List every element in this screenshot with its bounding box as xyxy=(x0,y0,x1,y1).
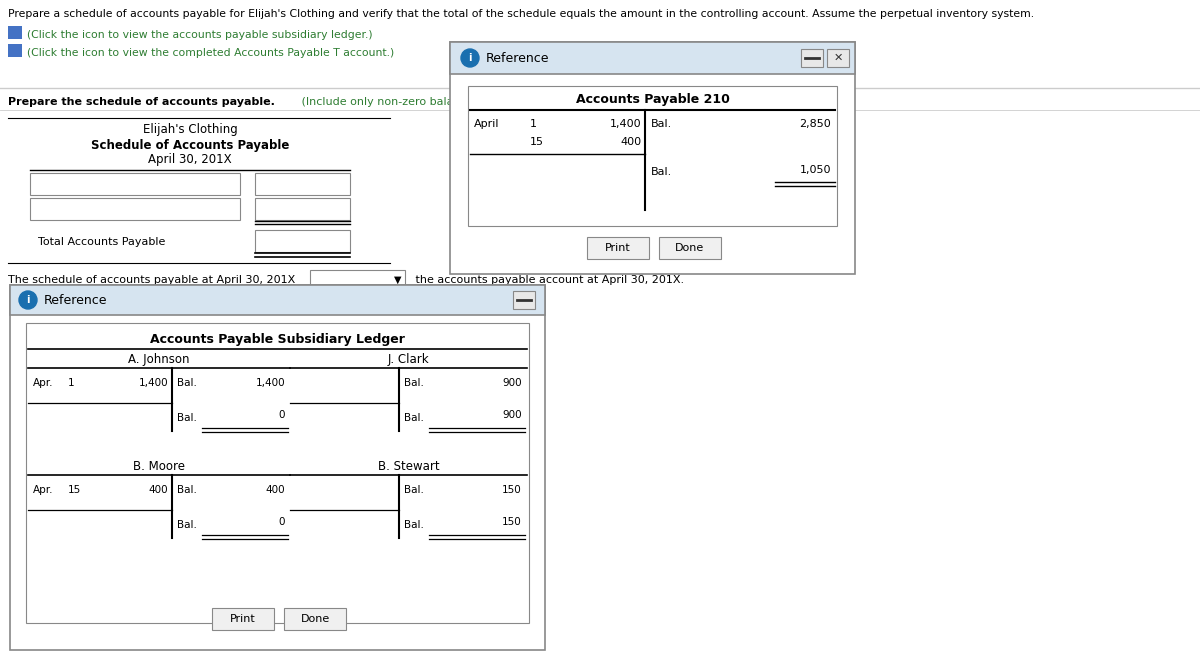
Text: Elijah's Clothing: Elijah's Clothing xyxy=(143,124,238,137)
Bar xyxy=(26,323,529,623)
Text: 400: 400 xyxy=(149,485,168,495)
Text: 0: 0 xyxy=(278,517,286,527)
Circle shape xyxy=(19,291,37,309)
Bar xyxy=(450,42,854,74)
Text: April 30, 201X: April 30, 201X xyxy=(148,154,232,166)
Text: Bal.: Bal. xyxy=(404,378,424,388)
Circle shape xyxy=(461,49,479,67)
Text: Done: Done xyxy=(676,243,704,253)
Text: Bal.: Bal. xyxy=(652,167,672,177)
Text: J. Clark: J. Clark xyxy=(388,353,430,365)
Text: Accounts Payable 210: Accounts Payable 210 xyxy=(576,93,730,106)
Text: Bal.: Bal. xyxy=(178,520,197,530)
Bar xyxy=(514,291,535,309)
Text: Reference: Reference xyxy=(486,51,550,64)
Bar xyxy=(468,86,838,226)
Text: 400: 400 xyxy=(265,485,286,495)
Bar xyxy=(284,608,346,630)
Bar xyxy=(0,0,1200,88)
Text: 1,400: 1,400 xyxy=(610,119,641,129)
Text: 400: 400 xyxy=(620,137,641,147)
Text: The schedule of accounts payable at April 30, 201X: The schedule of accounts payable at Apri… xyxy=(8,275,295,285)
Bar xyxy=(450,42,854,274)
Text: 1,050: 1,050 xyxy=(799,165,830,175)
Bar xyxy=(0,110,1200,657)
Bar xyxy=(256,198,350,220)
Text: ✕: ✕ xyxy=(833,53,842,63)
Text: Done: Done xyxy=(300,614,330,624)
Bar xyxy=(10,285,545,650)
Text: Prepare the schedule of accounts payable.: Prepare the schedule of accounts payable… xyxy=(8,97,275,107)
Text: (Click the icon to view the completed Accounts Payable T account.): (Click the icon to view the completed Ac… xyxy=(28,48,395,58)
Text: 900: 900 xyxy=(503,410,522,420)
Text: Print: Print xyxy=(605,243,631,253)
Bar xyxy=(30,173,240,195)
Text: Reference: Reference xyxy=(44,294,108,307)
Text: Bal.: Bal. xyxy=(178,413,197,423)
Text: B. Stewart: B. Stewart xyxy=(378,459,439,472)
Text: 2,850: 2,850 xyxy=(799,119,830,129)
Text: 1,400: 1,400 xyxy=(256,378,286,388)
Text: Print: Print xyxy=(230,614,256,624)
Text: 0: 0 xyxy=(278,410,286,420)
Text: Bal.: Bal. xyxy=(178,485,197,495)
Text: Bal.: Bal. xyxy=(404,520,424,530)
Text: 1: 1 xyxy=(530,119,538,129)
Bar xyxy=(802,49,823,67)
Text: 15: 15 xyxy=(530,137,544,147)
Text: 150: 150 xyxy=(503,485,522,495)
Text: Bal.: Bal. xyxy=(652,119,672,129)
Text: Apr.: Apr. xyxy=(34,485,54,495)
Bar xyxy=(212,608,274,630)
Text: 1,400: 1,400 xyxy=(138,378,168,388)
Bar xyxy=(8,26,22,39)
Text: A. Johnson: A. Johnson xyxy=(128,353,190,365)
Bar xyxy=(827,49,850,67)
Text: Bal.: Bal. xyxy=(178,378,197,388)
Text: i: i xyxy=(468,53,472,63)
Text: 150: 150 xyxy=(503,517,522,527)
Text: 1: 1 xyxy=(68,378,74,388)
Text: B. Moore: B. Moore xyxy=(133,459,185,472)
Text: 15: 15 xyxy=(68,485,82,495)
Bar xyxy=(10,285,545,315)
Text: the accounts payable account at April 30, 201X.: the accounts payable account at April 30… xyxy=(412,275,684,285)
Bar xyxy=(8,44,22,57)
Text: (Include only non-zero balances in the schedule.): (Include only non-zero balances in the s… xyxy=(298,97,577,107)
Text: 900: 900 xyxy=(503,378,522,388)
Bar xyxy=(0,88,1200,110)
Bar xyxy=(587,237,649,259)
Text: (Click the icon to view the accounts payable subsidiary ledger.): (Click the icon to view the accounts pay… xyxy=(28,30,373,40)
Text: Total Accounts Payable: Total Accounts Payable xyxy=(38,237,166,247)
Bar xyxy=(659,237,721,259)
Text: ▼: ▼ xyxy=(395,275,402,285)
Text: Prepare a schedule of accounts payable for Elijah's Clothing and verify that the: Prepare a schedule of accounts payable f… xyxy=(8,9,1034,19)
Bar xyxy=(256,173,350,195)
Bar xyxy=(256,230,350,252)
Text: Schedule of Accounts Payable: Schedule of Accounts Payable xyxy=(91,139,289,152)
Text: Bal.: Bal. xyxy=(404,413,424,423)
Bar xyxy=(30,198,240,220)
Bar xyxy=(310,270,406,290)
Text: Apr.: Apr. xyxy=(34,378,54,388)
Text: Accounts Payable Subsidiary Ledger: Accounts Payable Subsidiary Ledger xyxy=(150,332,404,346)
Text: Bal.: Bal. xyxy=(404,485,424,495)
Text: i: i xyxy=(26,295,30,305)
Text: April: April xyxy=(474,119,499,129)
